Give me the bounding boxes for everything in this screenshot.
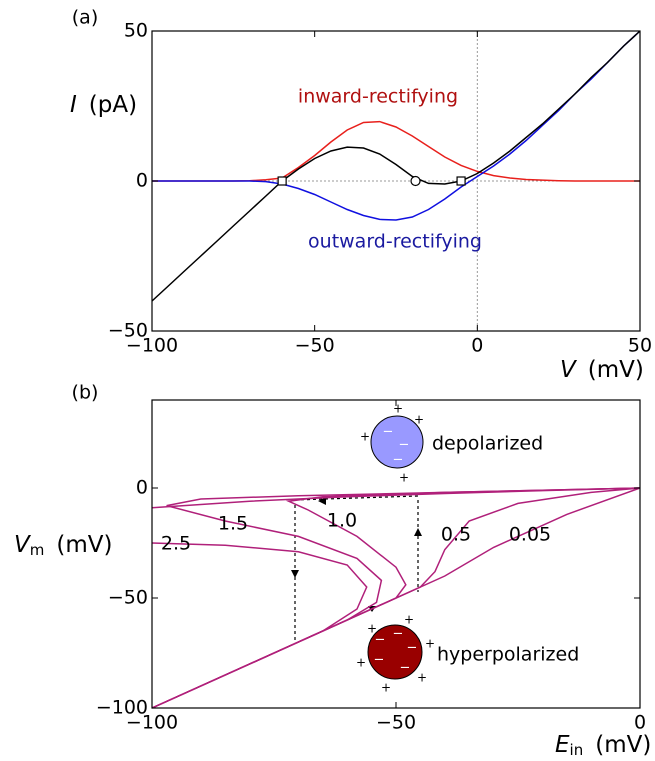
point-marker — [456, 176, 466, 186]
curve-label: 0.05 — [509, 524, 551, 546]
y-tick-label: 50 — [124, 20, 148, 42]
y-tick-label: −100 — [96, 697, 148, 719]
annotation: depolarized — [432, 433, 543, 455]
axis-symbol: E — [555, 732, 570, 758]
x-axis-label: Ein (mV) — [555, 732, 651, 759]
y-tick-label: 0 — [136, 477, 148, 499]
annotation: hyperpolarized — [437, 644, 579, 666]
panel-label: (b) — [72, 382, 99, 404]
depolarized-cell: − − − + + + + — [360, 402, 424, 485]
point-marker — [410, 175, 421, 187]
panel-label: (a) — [72, 7, 98, 29]
svg-text:−: − — [374, 653, 385, 668]
svg-text:+: + — [393, 402, 403, 416]
annotation: inward-rectifying — [298, 86, 458, 108]
svg-text:+: + — [399, 471, 409, 485]
hyperpolarized-cell: − − − − − + + + + + + — [356, 613, 435, 695]
x-tick-label: 0 — [471, 335, 483, 357]
y-axis-label: Vm (mV) — [14, 532, 112, 559]
axis-symbol: I — [70, 92, 77, 118]
svg-text:+: + — [356, 656, 366, 670]
axis-unit: (pA) — [89, 92, 137, 118]
axis-unit: (mV) — [595, 732, 651, 758]
x-tick-label: −100 — [126, 712, 178, 734]
svg-text:−: − — [400, 661, 411, 676]
y-tick-label: 0 — [136, 170, 148, 192]
axis-symbol: V — [560, 357, 578, 383]
y-tick-label: −50 — [108, 320, 148, 342]
svg-text:+: + — [381, 681, 391, 695]
x-tick-label: 0 — [634, 712, 646, 734]
svg-text:+: + — [425, 637, 435, 651]
axis-subscript: in — [570, 741, 584, 759]
svg-text:−: − — [375, 633, 386, 648]
x-axis-label: V (mV) — [560, 357, 644, 383]
svg-text:+: + — [367, 622, 377, 636]
x-tick-label: −50 — [295, 335, 335, 357]
svg-text:−: − — [407, 641, 418, 656]
series-line — [151, 487, 641, 709]
axis-unit: (mV) — [588, 357, 644, 383]
axis-symbol: V — [14, 532, 32, 558]
x-tick-label: 50 — [628, 335, 652, 357]
curve-label: 1.0 — [327, 510, 357, 532]
svg-text:+: + — [417, 671, 427, 685]
svg-text:−: − — [393, 627, 404, 642]
point-marker — [277, 176, 287, 186]
curve-label: 1.5 — [218, 513, 248, 535]
svg-text:−: − — [399, 438, 410, 453]
series-line — [152, 120, 640, 182]
svg-text:+: + — [404, 613, 414, 627]
series-line — [151, 30, 641, 302]
y-tick-label: −50 — [108, 587, 148, 609]
series-line — [152, 30, 641, 221]
y-axis-label: I (pA) — [70, 92, 137, 118]
annotation: outward-rectifying — [308, 231, 482, 253]
x-tick-label: −50 — [376, 712, 416, 734]
svg-text:−: − — [393, 453, 404, 468]
x-tick-label: −100 — [126, 335, 178, 357]
curve-label: 2.5 — [161, 533, 191, 555]
axis-subscript: m — [30, 541, 45, 559]
svg-text:−: − — [383, 425, 394, 440]
axis-unit: (mV) — [56, 532, 112, 558]
svg-text:+: + — [414, 413, 424, 427]
svg-text:+: + — [360, 430, 370, 444]
curve-label: 0.5 — [441, 524, 471, 546]
